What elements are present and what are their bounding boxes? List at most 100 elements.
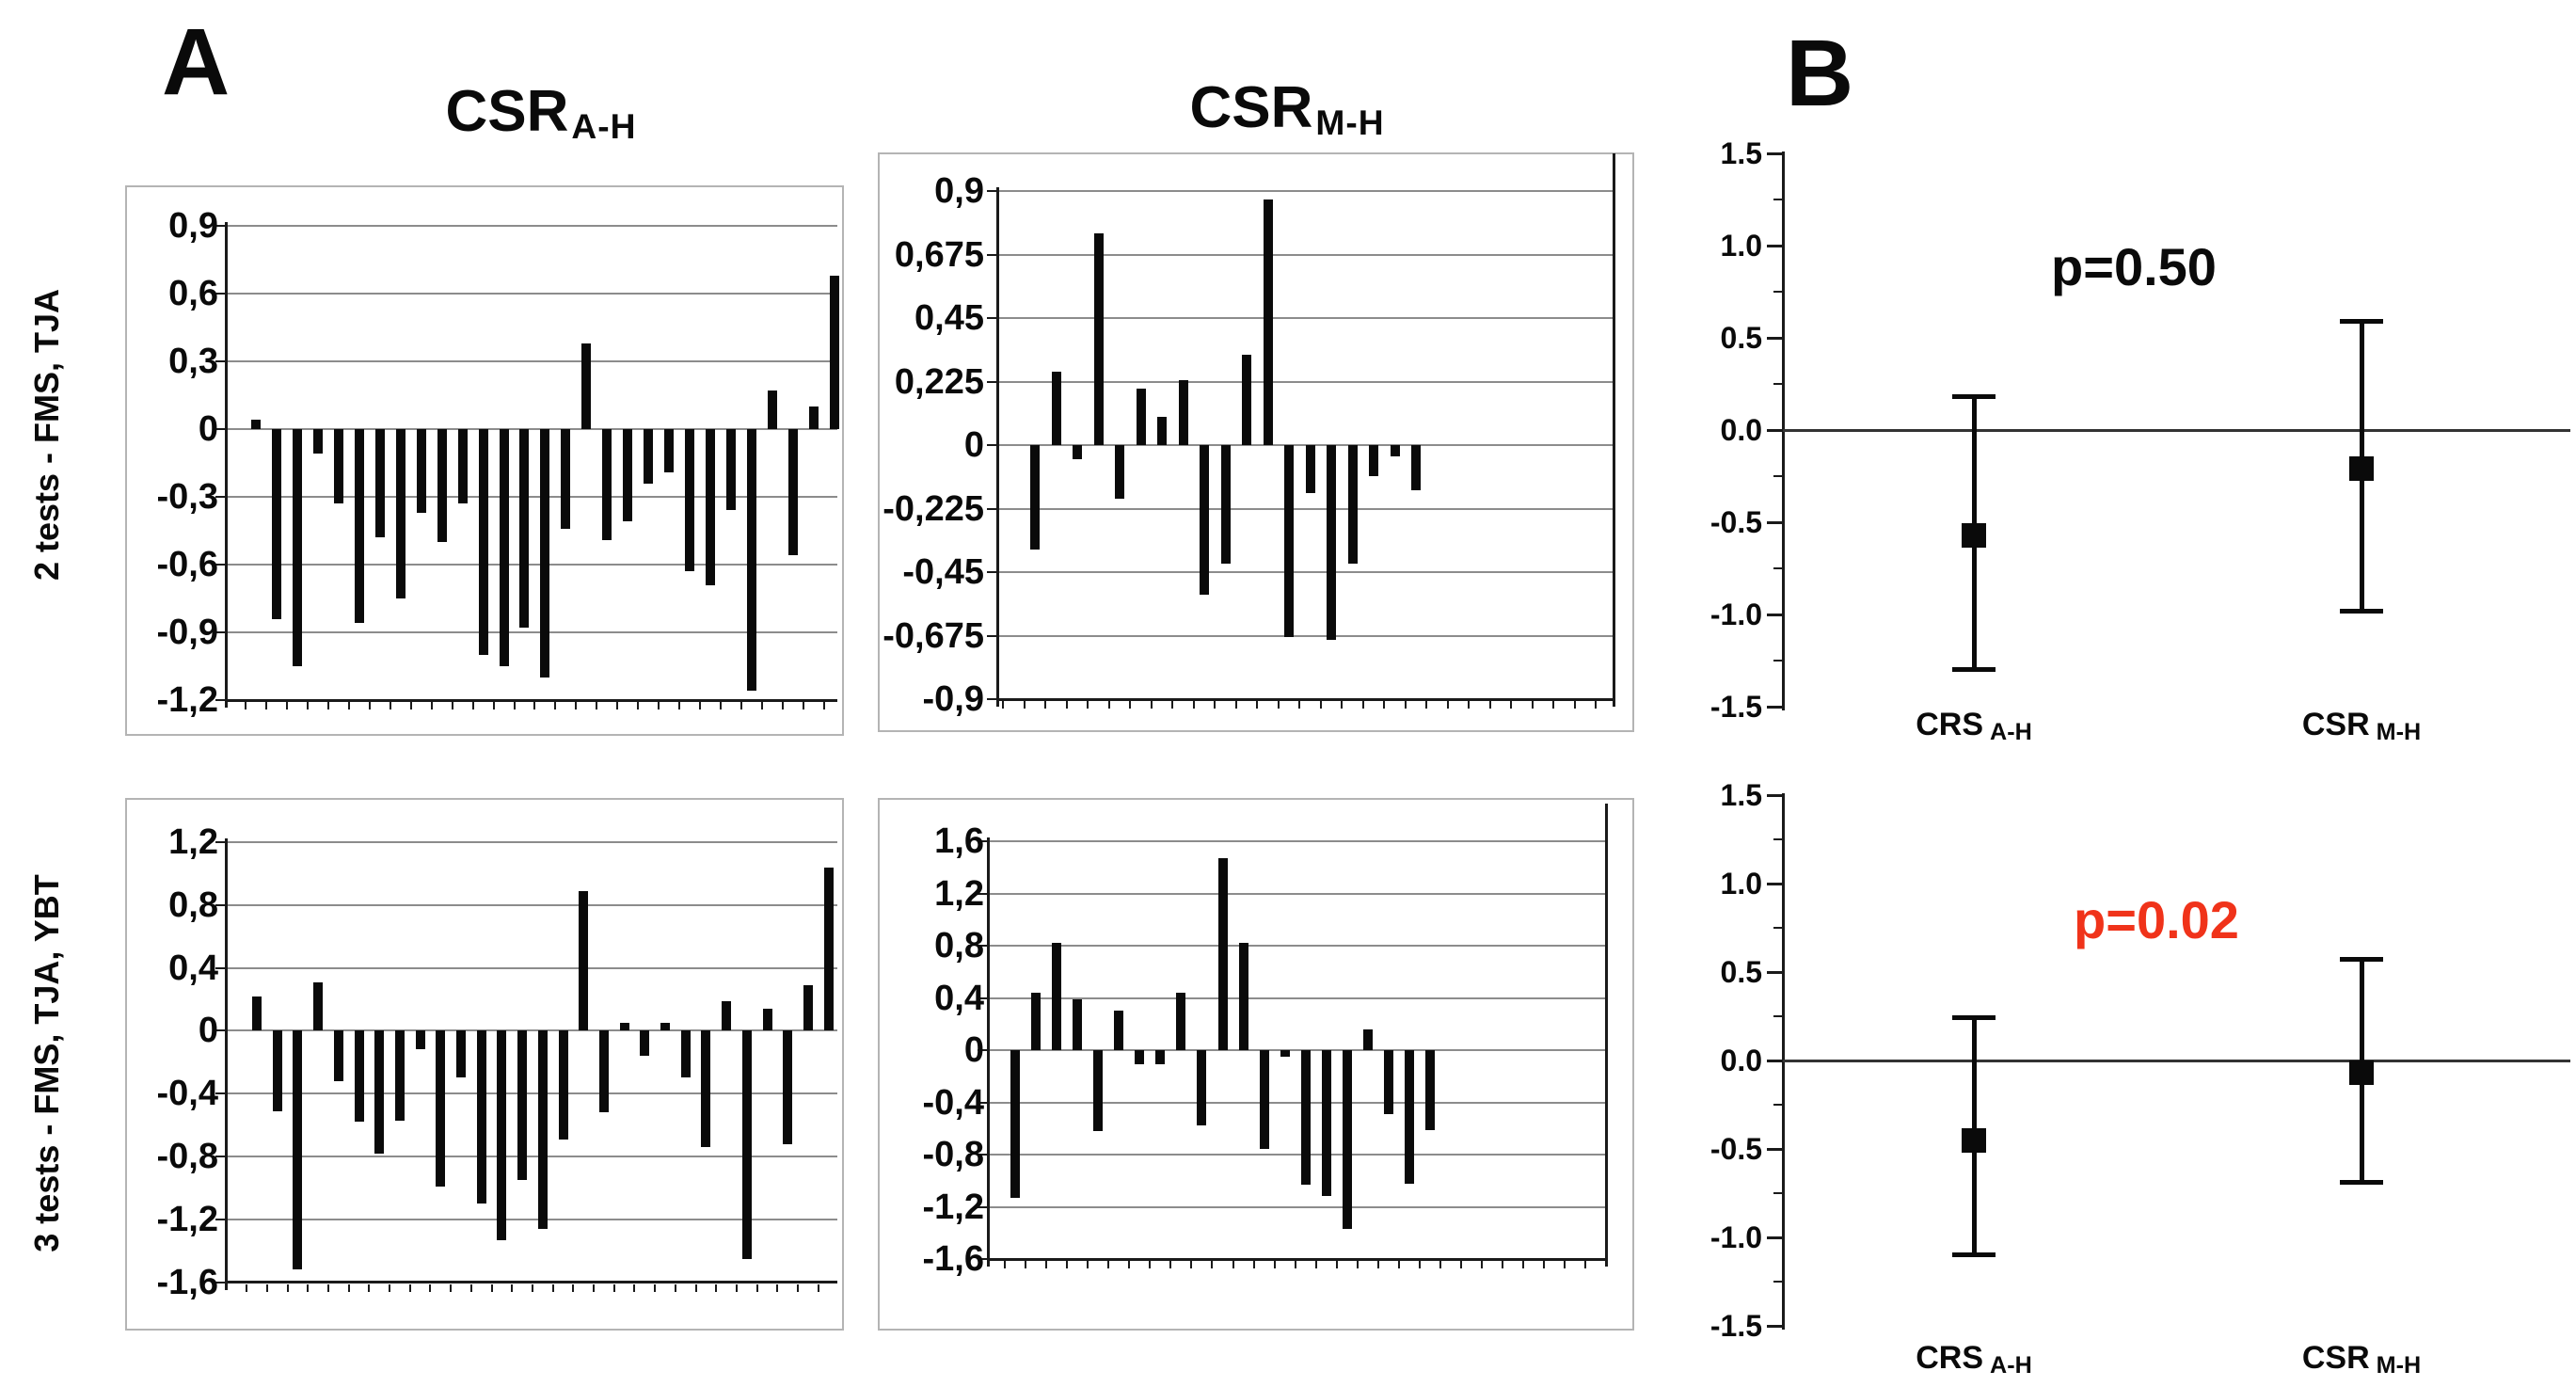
data-bar	[1220, 445, 1231, 564]
x-axis-tick	[1319, 701, 1322, 709]
x-axis-tick	[761, 702, 764, 709]
x-axis-tick	[511, 1283, 514, 1292]
y-axis-tick	[215, 428, 226, 430]
x-axis-tick	[1277, 701, 1280, 709]
gridline	[226, 631, 837, 633]
data-bar	[395, 429, 405, 598]
gridline	[226, 564, 837, 566]
data-bar	[457, 429, 468, 504]
gridline	[988, 996, 1606, 999]
x-axis-tick	[1234, 701, 1237, 709]
y-axis-tick	[987, 571, 997, 573]
y-axis-tick	[215, 360, 226, 362]
y-axis-minor-tick	[1773, 291, 1783, 293]
gridline	[997, 697, 1614, 701]
x-axis-tick	[1294, 1261, 1296, 1268]
data-bar	[1093, 1050, 1104, 1132]
data-bar	[1425, 1050, 1435, 1130]
x-axis-tick	[1564, 1261, 1566, 1268]
data-bar	[313, 981, 324, 1031]
gridline	[226, 1092, 837, 1095]
x-axis-tick	[1087, 1261, 1089, 1268]
data-bar	[1342, 1050, 1352, 1230]
y-axis-tick	[215, 225, 226, 227]
p-value-2tests: p=0.50	[2051, 237, 2217, 296]
y-axis-line	[225, 838, 228, 1290]
x-axis-tick	[1169, 1261, 1172, 1268]
data-bar	[783, 1030, 793, 1144]
y-axis-tick	[1767, 970, 1783, 974]
y-axis-minor-tick	[1773, 1281, 1783, 1283]
data-bar	[540, 429, 550, 678]
x-axis-tick	[1107, 1261, 1110, 1268]
x-axis-tick	[1543, 1261, 1546, 1268]
data-bar	[768, 391, 777, 429]
data-bar	[1263, 199, 1273, 445]
gridline	[988, 1154, 1606, 1156]
data-bar	[762, 1009, 772, 1031]
x-axis-tick	[1439, 1261, 1442, 1268]
x-axis-tick	[1397, 1261, 1400, 1268]
y-axis-tick	[215, 1281, 226, 1283]
x-axis-tick	[1003, 1261, 1006, 1268]
panel-b-label: B	[1786, 21, 1854, 126]
x-axis-tick	[306, 702, 309, 709]
data-bar	[1010, 1050, 1020, 1198]
gridline	[226, 1218, 837, 1220]
x-axis-tick	[817, 1283, 819, 1292]
x-axis-tick	[1023, 701, 1026, 709]
gridline	[226, 1156, 837, 1157]
x-axis-tick	[1273, 1261, 1276, 1268]
y-axis-minor-tick	[1773, 475, 1783, 477]
ci-cap-low	[1952, 1252, 1996, 1258]
x-axis-tick	[715, 1283, 718, 1292]
x-axis-tick	[1468, 701, 1471, 709]
x-axis-tick	[1376, 1261, 1379, 1268]
title-csr-mh: CSRM-H	[1042, 79, 1532, 140]
zero-line	[1783, 428, 2570, 432]
x-axis-tick	[246, 1283, 248, 1292]
x-axis-tick	[1256, 701, 1259, 709]
data-bar	[1155, 1050, 1166, 1065]
data-bar	[660, 1023, 670, 1031]
x-axis-tick	[1044, 701, 1047, 709]
y-axis-minor-tick	[1773, 1015, 1783, 1017]
y-axis-tick	[1767, 1324, 1783, 1328]
y-axis-line	[225, 222, 228, 708]
x-axis-tick	[1128, 1261, 1131, 1268]
data-bar	[272, 1030, 282, 1111]
ci-cap-low	[1952, 667, 1996, 673]
x-axis-tick	[1341, 701, 1344, 709]
y-axis-tick	[215, 496, 226, 498]
x-axis-tick	[264, 702, 267, 709]
data-bar	[1300, 1050, 1311, 1185]
frame-chart-ah-3tests	[125, 798, 844, 1331]
y-axis-minor-tick	[1773, 1192, 1783, 1194]
data-bar	[1280, 1050, 1290, 1057]
data-bar	[354, 1030, 364, 1123]
x-axis-tick	[326, 702, 329, 709]
y-axis-tick	[215, 293, 226, 295]
x-axis-tick	[1510, 701, 1513, 709]
data-bar	[787, 429, 798, 556]
data-bar	[1200, 445, 1209, 595]
data-bar	[680, 1030, 691, 1078]
x-axis-tick	[347, 702, 350, 709]
x-axis-tick	[1446, 701, 1449, 709]
x-axis-tick	[633, 1283, 636, 1292]
x-axis-tick	[389, 1283, 391, 1292]
data-bar	[747, 429, 757, 692]
x-axis-tick	[1595, 701, 1598, 709]
y-axis-tick	[1767, 428, 1783, 432]
data-bar	[1327, 445, 1336, 640]
ci-cap-low	[2340, 608, 2383, 614]
x-axis-tick	[1025, 1261, 1027, 1268]
x-axis-tick	[596, 702, 598, 709]
y-axis-tick	[978, 892, 988, 895]
x-axis-tick	[654, 1283, 657, 1292]
data-bar	[1259, 1050, 1269, 1150]
y-axis-tick	[215, 1156, 226, 1157]
x-axis-tick	[1298, 701, 1301, 709]
y-axis-minor-tick	[1773, 1104, 1783, 1106]
x-axis-tick	[469, 1283, 472, 1292]
